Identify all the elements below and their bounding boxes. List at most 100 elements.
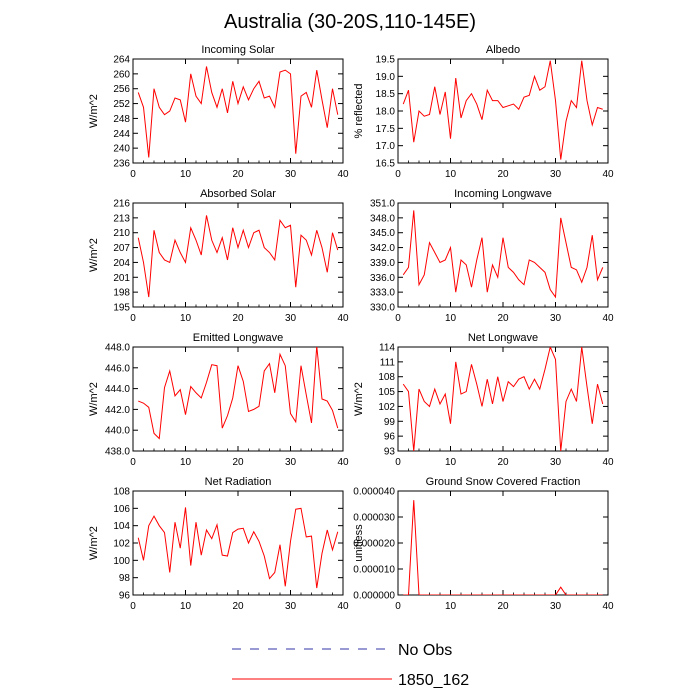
x-tick-label: 40 [337,169,349,180]
panel-title: Incoming Longwave [454,188,552,200]
x-tick-label: 0 [130,169,136,180]
legend: No Obs 1850_162 [232,642,469,689]
y-tick-label: 345.0 [370,228,395,239]
series-line [137,66,339,158]
x-tick-label: 40 [337,457,349,468]
y-tick-label: 93 [384,447,396,458]
x-tick-label: 30 [550,457,562,468]
y-tick-label: 102 [378,402,395,413]
plot-frame [132,346,344,452]
y-axis-label: % reflected [353,83,365,138]
y-tick-label: 114 [379,343,395,354]
x-tick-label: 0 [130,313,136,324]
y-tick-label: 96 [384,432,396,443]
y-tick-label: 244 [113,129,130,140]
series-line [137,215,339,298]
y-tick-label: 18.0 [376,107,396,118]
x-tick-label: 20 [232,457,244,468]
y-tick-label: 260 [113,69,130,80]
x-tick-label: 0 [130,601,136,612]
y-tick-label: 0.000010 [353,565,395,576]
plot-frame [397,490,609,596]
plot-frame [132,58,344,164]
x-tick-label: 40 [337,313,349,324]
y-axis-label: W/m^2 [88,382,100,416]
x-tick-label: 30 [285,601,297,612]
y-tick-label: 213 [113,213,130,224]
panel-albedo: Albedo 16.5 17.0 17.5 18.0 18.5 19.0 19.5 0 10 20 3… [353,44,614,180]
x-tick-label: 30 [285,169,297,180]
y-tick-label: 252 [113,99,130,110]
series-line [402,210,604,299]
x-tick-label: 20 [497,457,509,468]
panel-title: Absorbed Solar [200,188,276,200]
x-tick-label: 0 [130,457,136,468]
x-tick-label: 10 [445,169,457,180]
series-line [138,347,339,440]
x-tick-label: 20 [497,601,509,612]
y-tick-label: 240 [113,144,130,155]
y-tick-label: 342.0 [370,243,395,254]
x-tick-label: 40 [602,313,614,324]
x-tick-label: 30 [285,313,297,324]
panel-title: Incoming Solar [201,44,275,56]
y-axis-label: W/m^2 [88,238,100,272]
y-tick-label: 102 [113,539,130,550]
y-tick-label: 18.5 [376,89,396,100]
x-tick-label: 0 [395,457,401,468]
y-tick-label: 98 [119,573,131,584]
x-tick-label: 10 [180,457,192,468]
panel-title: Albedo [486,44,520,56]
y-tick-label: 448.0 [105,343,130,354]
y-tick-label: 0.000000 [353,591,395,602]
x-tick-label: 30 [550,313,562,324]
y-tick-label: 440.0 [105,426,130,437]
panel-title: Net Longwave [468,332,538,344]
y-axis-label: W/m^2 [88,94,100,128]
y-tick-label: 108 [113,487,130,498]
y-tick-label: 111 [380,357,396,368]
y-tick-label: 17.0 [376,141,396,152]
y-tick-label: 438.0 [105,447,130,458]
y-tick-label: 19.0 [376,72,396,83]
x-tick-label: 20 [232,601,244,612]
x-tick-label: 20 [497,313,509,324]
x-tick-label: 0 [395,601,401,612]
y-tick-label: 104 [113,521,130,532]
panel-net-radiation: Net Radiation 96 98 100 102 104 106 108 0 10 20 30 4… [88,476,349,612]
y-axis-label: W/m^2 [88,526,100,560]
y-tick-label: 330.0 [370,303,395,314]
y-tick-label: 248 [113,114,130,125]
y-tick-label: 207 [113,243,130,254]
y-tick-label: 201 [113,273,130,284]
y-tick-label: 351.0 [370,199,395,210]
x-tick-label: 20 [232,313,244,324]
panel-absorbed-solar: Absorbed Solar 195 198 201 204 207 210 213 216 0 1… [88,188,349,324]
plot-frame [397,202,609,308]
y-tick-label: 446.0 [105,363,130,374]
panel-net-longwave: Net Longwave 93 96 99 102 105 108 111 114 0 10 20 30… [353,332,614,468]
y-tick-label: 204 [113,258,130,269]
x-tick-label: 30 [285,457,297,468]
panel-title: Emitted Longwave [193,332,284,344]
y-tick-label: 256 [113,84,130,95]
x-tick-label: 40 [602,169,614,180]
x-tick-label: 10 [445,313,457,324]
series-line [137,507,339,589]
y-axis-label: W/m^2 [353,382,365,416]
y-tick-label: 108 [378,372,395,383]
x-tick-label: 40 [602,457,614,468]
plot-frame [132,490,344,596]
y-tick-label: 0.000030 [353,513,395,524]
y-tick-label: 105 [378,387,395,398]
panel-ground-snow-covered-fraction: Ground Snow Covered Fraction 0.000000 0.00… [353,476,614,612]
panel-emitted-longwave: Emitted Longwave 438.0 440.0 442.0 444.0 446.… [88,332,349,468]
y-axis-label: unitless [353,524,365,562]
x-tick-label: 10 [445,457,457,468]
y-tick-label: 19.5 [376,55,396,66]
x-tick-label: 10 [445,601,457,612]
x-tick-label: 10 [180,601,192,612]
y-tick-label: 333.0 [370,288,395,299]
y-tick-label: 100 [113,556,130,567]
